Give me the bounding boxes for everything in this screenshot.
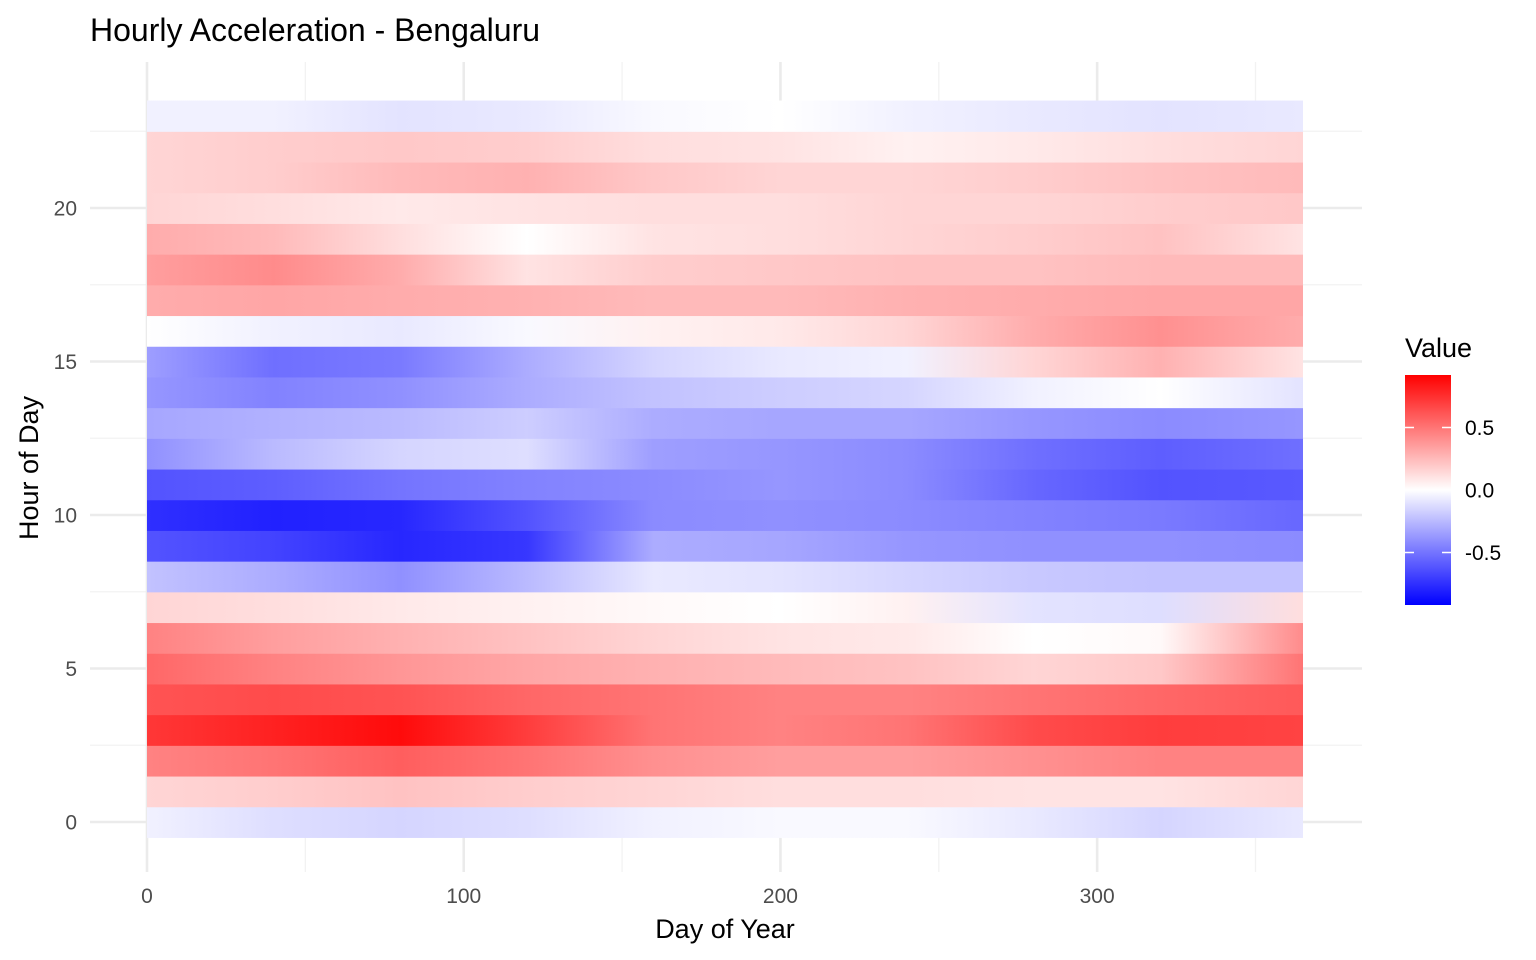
heatmap-row-hour-17 — [147, 284, 1303, 317]
legend-tick-label: 0.5 — [1465, 417, 1494, 440]
heatmap-row-hour-23 — [147, 100, 1303, 132]
x-tick-label: 300 — [1080, 885, 1115, 908]
heatmap-row-hour-10 — [147, 499, 1303, 531]
heatmap-row-hour-9 — [147, 530, 1303, 562]
y-tick-label: 20 — [54, 198, 77, 221]
heatmap-row-hour-14 — [147, 376, 1303, 409]
heatmap-rows — [147, 100, 1303, 838]
heatmap-row-hour-18 — [147, 254, 1303, 286]
heatmap-row-hour-16 — [147, 315, 1303, 347]
x-tick-label: 0 — [141, 885, 153, 908]
legend-tick-label: -0.5 — [1465, 542, 1501, 565]
x-tick-label: 200 — [763, 885, 798, 908]
y-tick-label: 0 — [65, 812, 77, 835]
heatmap-row-hour-4 — [147, 683, 1303, 716]
color-legend: Value 0.5 0.0 -0.5 — [1405, 333, 1501, 605]
x-axis-title: Day of Year — [655, 914, 795, 944]
heatmap-row-hour-2 — [147, 745, 1303, 777]
heatmap-row-hour-3 — [147, 714, 1303, 746]
heatmap-row-hour-19 — [147, 223, 1303, 255]
y-tick-label: 15 — [54, 351, 77, 374]
y-axis-title: Hour of Day — [14, 395, 44, 540]
y-tick-label: 10 — [54, 505, 77, 528]
heatmap-row-hour-21 — [147, 161, 1303, 194]
legend-tick-label: 0.0 — [1465, 480, 1494, 503]
legend-title: Value — [1405, 333, 1472, 363]
heatmap-row-hour-8 — [147, 561, 1303, 593]
heatmap-row-hour-5 — [147, 653, 1303, 685]
heatmap-row-hour-11 — [147, 468, 1303, 501]
x-tick-label: 100 — [446, 885, 481, 908]
y-axis-ticks: 0 5 10 15 20 — [54, 198, 77, 835]
x-axis-ticks: 0 100 200 300 — [141, 885, 1115, 908]
heatmap-row-hour-20 — [147, 192, 1303, 224]
chart-title: Hourly Acceleration - Bengaluru — [90, 12, 540, 48]
heatmap-row-hour-7 — [147, 591, 1303, 624]
heatmap-row-hour-12 — [147, 438, 1303, 470]
heatmap-row-hour-6 — [147, 622, 1303, 654]
y-tick-label: 5 — [65, 658, 77, 681]
heatmap-row-hour-22 — [147, 131, 1303, 163]
heatmap-row-hour-1 — [147, 775, 1303, 808]
heatmap-row-hour-0 — [147, 806, 1303, 838]
heatmap-row-hour-15 — [147, 346, 1303, 378]
heatmap-row-hour-13 — [147, 407, 1303, 439]
